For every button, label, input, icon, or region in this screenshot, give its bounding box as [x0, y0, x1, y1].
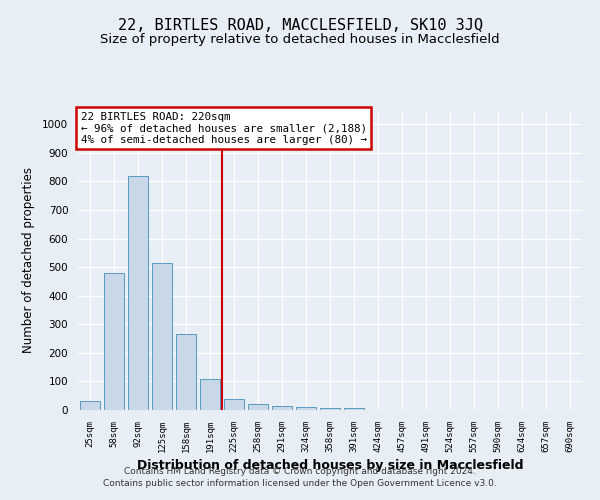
- Text: Contains HM Land Registry data © Crown copyright and database right 2024.: Contains HM Land Registry data © Crown c…: [124, 467, 476, 476]
- Bar: [248, 404, 268, 410]
- Bar: [296, 407, 316, 410]
- Bar: [80, 402, 100, 410]
- Text: 22 BIRTLES ROAD: 220sqm
← 96% of detached houses are smaller (2,188)
4% of semi-: 22 BIRTLES ROAD: 220sqm ← 96% of detache…: [80, 112, 367, 144]
- Bar: [224, 398, 244, 410]
- Bar: [104, 273, 124, 410]
- Bar: [128, 176, 148, 410]
- Bar: [320, 408, 340, 410]
- Bar: [176, 334, 196, 410]
- X-axis label: Distribution of detached houses by size in Macclesfield: Distribution of detached houses by size …: [137, 459, 523, 472]
- Text: Contains public sector information licensed under the Open Government Licence v3: Contains public sector information licen…: [103, 478, 497, 488]
- Bar: [344, 408, 364, 410]
- Bar: [272, 406, 292, 410]
- Bar: [200, 378, 220, 410]
- Bar: [152, 263, 172, 410]
- Text: 22, BIRTLES ROAD, MACCLESFIELD, SK10 3JQ: 22, BIRTLES ROAD, MACCLESFIELD, SK10 3JQ: [118, 18, 482, 32]
- Y-axis label: Number of detached properties: Number of detached properties: [22, 167, 35, 353]
- Text: Size of property relative to detached houses in Macclesfield: Size of property relative to detached ho…: [100, 32, 500, 46]
